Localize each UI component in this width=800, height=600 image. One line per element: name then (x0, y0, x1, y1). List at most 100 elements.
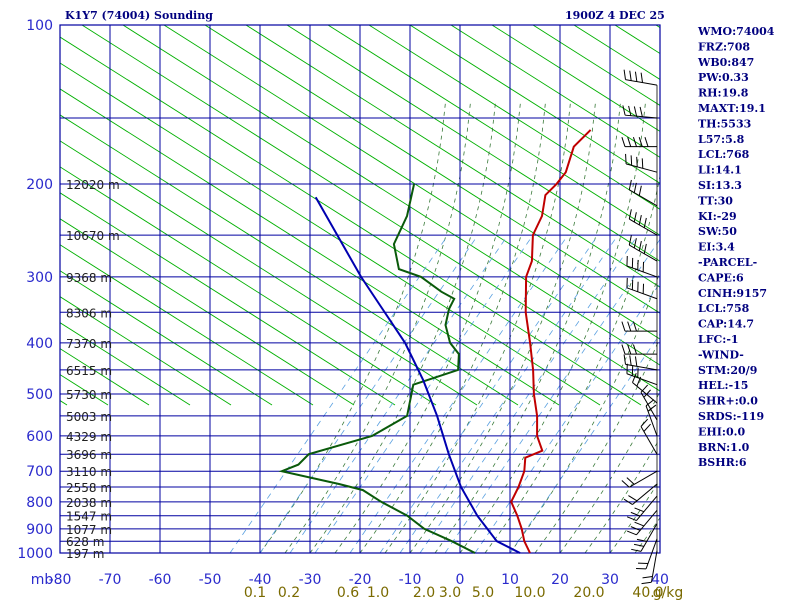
wind-barb-flag (632, 344, 637, 355)
wind-barb-flag (628, 209, 632, 220)
wind-barb-flag (628, 495, 638, 502)
wind-barb (623, 69, 658, 86)
wind-barb (626, 509, 658, 536)
wind-barb-staff (640, 523, 658, 552)
profile-lines (278, 129, 592, 554)
wind-barb-flag (627, 344, 632, 355)
wind-barb-flag (629, 70, 632, 81)
wind-barb-flag (621, 321, 626, 332)
moist-adiabat (284, 102, 471, 554)
wind-barb-flag (633, 543, 644, 547)
index-item: STM:20/9 (698, 364, 757, 377)
dry-adiabat (60, 192, 396, 406)
moist-adiabat (609, 479, 660, 554)
mixing-ratio-tick-label: 1.0 (367, 585, 389, 600)
mixing-ratio-tick-label: 40.0 (632, 585, 663, 600)
dry-adiabat (286, 25, 660, 262)
wind-barb-staff (629, 218, 658, 236)
wind-barb-flag (633, 238, 637, 249)
dry-adiabat (573, 25, 660, 80)
index-item: TT:30 (698, 194, 733, 207)
wind-barb (626, 277, 658, 300)
observation-time: 1900Z 4 DEC 25 (565, 9, 665, 22)
wind-barb-flag (630, 526, 641, 531)
wind-barb-flag (643, 217, 647, 228)
wind-barb-flag (632, 137, 637, 147)
temperature-tick-label: 20 (551, 572, 569, 588)
index-item: WB0:847 (697, 56, 754, 69)
index-item: CAP:14.7 (698, 318, 754, 331)
index-item: CINH:9157 (698, 287, 767, 300)
wind-barb (623, 354, 658, 371)
index-item: BRN:1.0 (698, 441, 750, 454)
temperature-tick-label: -40 (249, 572, 272, 588)
index-item: BSHR:6 (698, 456, 747, 469)
index-item: LCL:768 (698, 148, 750, 161)
dry-adiabat (60, 62, 601, 406)
wind-barb (640, 418, 658, 455)
height-label: 10670 m (66, 229, 120, 243)
dry-adiabat (122, 25, 660, 366)
temperature-tick-label: -50 (199, 572, 222, 588)
height-label: 1547 m (66, 510, 112, 524)
index-item: FRZ:708 (698, 40, 750, 53)
dry-adiabat (245, 25, 660, 288)
wind-barbs (621, 69, 658, 585)
index-item: HEL:-15 (698, 379, 748, 392)
height-label: 628 m (66, 535, 104, 549)
index-item: KI:-29 (698, 210, 737, 223)
index-item: CAPE:6 (698, 271, 744, 284)
moist-adiabat (409, 102, 596, 554)
wind-barb (636, 538, 658, 570)
wind-barb-flag (634, 521, 645, 527)
dry-adiabat (450, 25, 660, 158)
wind-barb (641, 550, 658, 585)
dry-adiabat (779, 25, 800, 405)
dry-adiabat (60, 140, 478, 406)
wind-barb-flag (634, 507, 645, 513)
wind-barb-staff (629, 189, 658, 207)
wind-barb (621, 137, 657, 148)
pressure-tick-label: 800 (26, 495, 53, 511)
index-item: PW:0.33 (698, 71, 749, 84)
index-item: -PARCEL- (698, 256, 757, 269)
temperature-tick-label: 10 (501, 572, 519, 588)
index-item: L57:5.8 (698, 133, 745, 146)
temperature-profile (510, 129, 592, 554)
wind-barb-flag (630, 511, 641, 517)
wind-barb (625, 153, 658, 173)
moist-adiabat (509, 270, 660, 554)
pressure-tick-label: 900 (26, 522, 53, 538)
pressure-tick-label: 1000 (17, 546, 53, 562)
wind-barb-flag (636, 376, 642, 387)
temperature-tick-label: -20 (349, 572, 372, 588)
adiabat-lines (60, 25, 800, 554)
plot-grid (59, 24, 661, 554)
wind-barb-flag (640, 384, 649, 393)
moist-adiabat (259, 102, 446, 554)
wind-barb-flag (621, 480, 630, 488)
wind-barb-staff (626, 373, 658, 386)
wind-barb-flag (644, 137, 649, 147)
index-item: SI:13.3 (698, 179, 742, 192)
wind-barb-flag (645, 399, 655, 407)
wind-barb (623, 483, 658, 505)
pressure-tick-label: 400 (26, 336, 53, 352)
dry-adiabat (60, 244, 314, 406)
wind-barb-flag (640, 418, 649, 427)
dewpoint-profile (278, 183, 476, 554)
wind-barb (626, 363, 658, 386)
wind-barb-flag (628, 105, 632, 116)
wind-barb (626, 495, 658, 522)
wind-barb-flag (647, 404, 657, 412)
pressure-tick-label: 700 (26, 464, 53, 480)
height-label: 3696 m (66, 448, 112, 462)
wind-barb-flag (634, 356, 638, 367)
wind-barb-flag (634, 71, 638, 82)
dry-adiabat (60, 270, 273, 406)
wind-barb-flag (643, 243, 647, 254)
wind-barb-flag (623, 498, 633, 505)
wind-barb (632, 373, 658, 404)
height-label: 9368 m (66, 271, 112, 285)
